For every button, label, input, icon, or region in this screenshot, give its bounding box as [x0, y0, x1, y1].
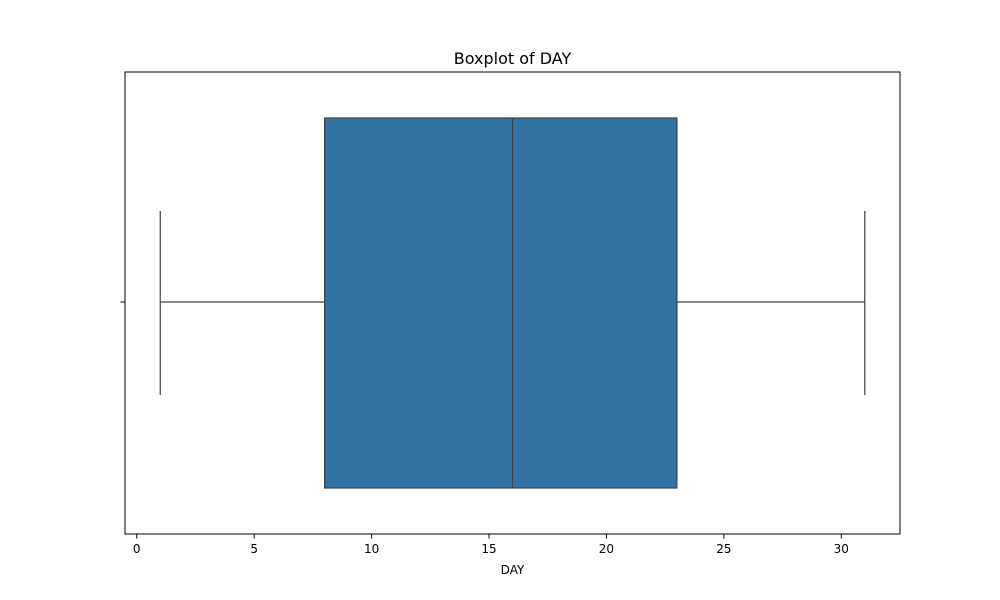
- x-tick-label: 30: [834, 542, 849, 556]
- box-iqr: [324, 117, 678, 489]
- x-tick-label: 5: [250, 542, 258, 556]
- chart-title: Boxplot of DAY: [454, 49, 572, 68]
- x-tick-label: 15: [481, 542, 496, 556]
- axes-frame: [124, 71, 901, 535]
- x-tick-label: 20: [599, 542, 614, 556]
- x-axis: 0 5 10 15 20 25 30: [133, 534, 849, 556]
- x-axis-label: DAY: [501, 563, 525, 577]
- x-tick-label: 25: [716, 542, 731, 556]
- x-tick-label: 0: [133, 542, 141, 556]
- x-tick-label: 10: [364, 542, 379, 556]
- plot-area: [159, 117, 866, 489]
